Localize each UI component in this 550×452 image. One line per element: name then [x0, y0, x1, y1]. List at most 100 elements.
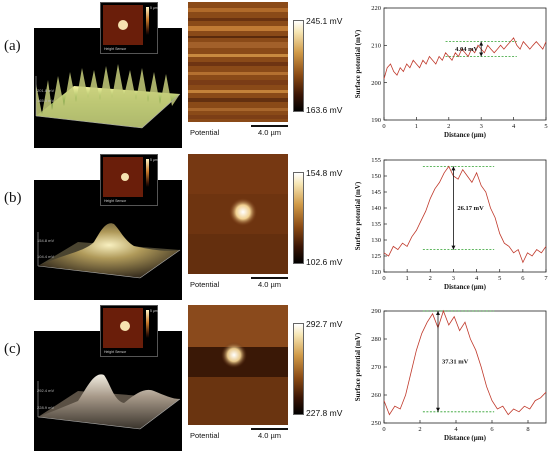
scale-bar-label: 4.0 µm: [257, 280, 282, 289]
inset-caption: Height Sensor: [104, 199, 127, 203]
inset-scale: 5 µm: [150, 158, 158, 162]
row-label: (a): [4, 38, 21, 54]
difference-arrow-head: [436, 311, 440, 315]
y-tick-label: 290: [371, 308, 381, 315]
x-tick-label: 2: [447, 123, 450, 130]
row-label: (c): [4, 341, 21, 357]
afm-3d-surface: [35, 64, 181, 129]
inset-scale: 5 µm: [150, 6, 158, 10]
surface-potential-chart-b: 0 1 2 3 4 5 6 7 120 125 130 135 140 145 150 155 Distance…: [354, 157, 548, 291]
colorbar-min: 102.6 mV: [306, 257, 343, 267]
x-tick-label: 8: [526, 426, 529, 433]
colorbar-max: 292.7 mV: [306, 319, 343, 329]
height-image: [103, 157, 143, 197]
y-tick-label: 250: [371, 420, 381, 427]
y-tick-label: 120: [371, 269, 381, 276]
y-tick-label: 135: [371, 221, 381, 228]
inset-colorbar: [146, 310, 149, 338]
x-axis-label: Distance (µm): [444, 283, 487, 291]
x-tick-label: 2: [429, 275, 432, 282]
row-a: (a) 201.8 mV 165.5 mV 5 µm Height Sensor: [0, 0, 550, 148]
y-tick-label: 210: [371, 43, 381, 50]
inset-colorbar: [146, 7, 149, 35]
x-tick-label: 6: [490, 426, 494, 433]
colorbar-max: 154.8 mV: [306, 168, 343, 178]
difference-arrow-head: [451, 245, 456, 250]
x-tick-label: 5: [544, 123, 547, 130]
potential-label: Potential: [190, 280, 220, 289]
surface-potential-chart-c: 0 2 4 6 8 250 260 270 280 290 Distance (µm) Surface…: [354, 308, 547, 442]
surface-potential-line: [383, 165, 547, 264]
y-tick-label: 145: [371, 189, 381, 196]
z-axis-label-low: 104.4 mV: [37, 254, 55, 259]
difference-label: 37.31 mV: [442, 358, 469, 365]
surface-potential-line: [383, 37, 547, 80]
x-tick-label: 1: [415, 123, 418, 130]
inset-scale: 5 µm: [150, 309, 158, 313]
y-tick-label: 220: [371, 5, 381, 12]
x-tick-label: 7: [544, 275, 548, 282]
x-tick-label: 3: [452, 275, 455, 282]
height-sensor-inset: 5 µm Height Sensor: [100, 154, 158, 206]
z-axis-label-high: 154.8 mV: [37, 238, 55, 243]
potential-label: Potential: [190, 431, 220, 440]
potential-colorbar: [293, 20, 304, 112]
row-c: (c) 292.4 mV 228.9 mV 5 µm Height Sensor: [0, 303, 550, 451]
potential-colorbar: [293, 323, 304, 415]
difference-label: 4.04 mV: [455, 46, 478, 53]
x-tick-label: 3: [480, 123, 483, 130]
x-tick-label: 4: [475, 275, 479, 282]
afm-3d-surface: [37, 223, 181, 279]
x-tick-label: 1: [406, 275, 409, 282]
x-tick-label: 2: [418, 426, 421, 433]
y-tick-label: 125: [371, 253, 381, 260]
x-tick-label: 0: [382, 275, 385, 282]
scale-bar: [251, 277, 288, 279]
x-tick-label: 0: [382, 426, 385, 433]
x-tick-label: 4: [454, 426, 458, 433]
scale-bar-label: 4.0 µm: [257, 128, 282, 137]
height-sensor-inset: 5 µm Height Sensor: [100, 305, 158, 357]
z-axis-label-low: 165.5 mV: [37, 98, 55, 103]
inset-caption: Height Sensor: [104, 47, 127, 51]
x-tick-label: 4: [512, 123, 516, 130]
x-axis-label: Distance (µm): [444, 434, 487, 442]
y-tick-label: 190: [371, 117, 381, 124]
colorbar-min: 163.6 mV: [306, 105, 343, 115]
surface-potential-line: [383, 309, 547, 416]
colorbar-max: 245.1 mV: [306, 16, 343, 26]
y-tick-label: 200: [371, 80, 381, 87]
kpfm-potential-image: [188, 2, 288, 122]
surface-potential-chart-a: 0 1 2 3 4 5 190 200 210 220 Distance (µm) Surface p…: [354, 5, 548, 139]
y-tick-label: 260: [371, 392, 381, 399]
y-axis-label: Surface potential (mV): [354, 332, 362, 401]
kpfm-potential-image: [188, 154, 288, 274]
z-axis-label-high: 292.4 mV: [37, 388, 55, 393]
y-tick-label: 130: [371, 237, 381, 244]
row-label: (b): [4, 190, 22, 206]
x-axis-label: Distance (µm): [444, 131, 487, 139]
plot-frame: [383, 310, 547, 424]
potential-colorbar: [293, 172, 304, 264]
row-b: (b) 154.8 mV 104.4 mV 5 µm Height Sensor: [0, 152, 550, 300]
scale-bar: [251, 125, 288, 127]
inset-caption: Height Sensor: [104, 350, 127, 354]
scale-bar-label: 4.0 µm: [257, 431, 282, 440]
y-tick-label: 280: [371, 336, 381, 343]
x-tick-label: 0: [382, 123, 385, 130]
afm-3d-surface: [37, 374, 181, 430]
y-axis-label: Surface potential (mV): [354, 29, 362, 98]
y-axis-label: Surface potential (mV): [354, 181, 362, 250]
z-axis-label-low: 228.9 mV: [37, 405, 55, 410]
colorbar-min: 227.8 mV: [306, 408, 343, 418]
z-axis-label-high: 201.8 mV: [37, 88, 55, 93]
difference-arrow-head: [479, 52, 484, 57]
inset-colorbar: [146, 159, 149, 187]
kpfm-potential-image: [188, 305, 288, 425]
difference-arrow-head: [451, 166, 456, 171]
height-image: [103, 308, 143, 348]
scale-bar: [251, 428, 288, 430]
plot-frame: [383, 159, 547, 273]
difference-arrow-head: [479, 41, 484, 46]
y-tick-label: 140: [371, 205, 381, 212]
